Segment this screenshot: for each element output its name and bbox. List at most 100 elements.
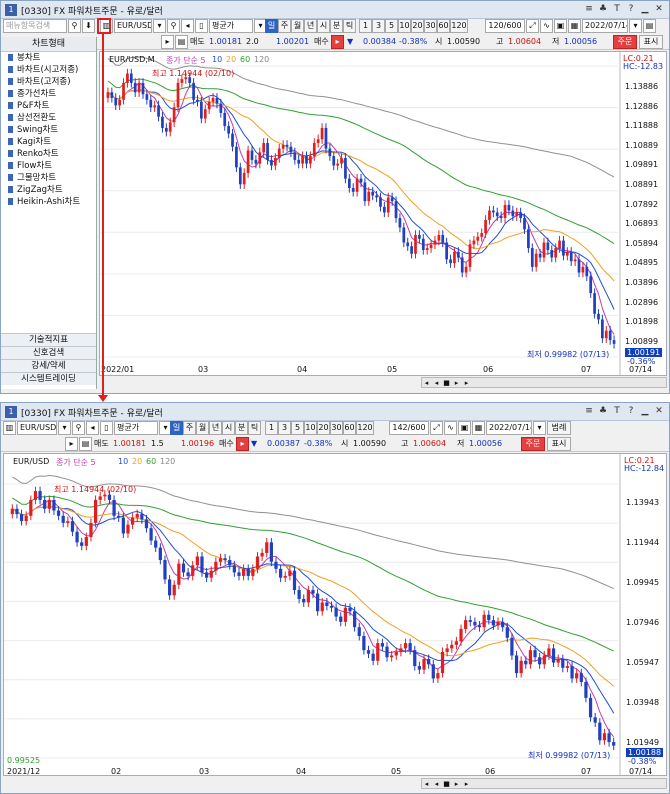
sidebar-item[interactable]: 그물망차트 — [1, 172, 96, 184]
expand-icon[interactable]: ▸ — [161, 35, 174, 49]
sidebar-item[interactable]: 봉차트 — [1, 52, 96, 64]
stop-icon[interactable]: ■ — [443, 379, 450, 387]
buy-order-icon[interactable]: ▸ — [331, 35, 344, 49]
close-icon[interactable]: ✕ — [655, 406, 663, 416]
chart-type-icon[interactable]: ▥ — [3, 421, 16, 435]
save-icon[interactable]: ▣ — [458, 421, 471, 435]
sidebar-item[interactable]: 삼선전환도 — [1, 112, 96, 124]
minimize-icon[interactable]: ▁ — [641, 406, 649, 416]
sidebar-item[interactable]: Swing차트 — [1, 124, 96, 136]
period-week-button[interactable]: 주 — [183, 421, 196, 435]
line-tool-icon[interactable]: ∿ — [444, 421, 457, 435]
interval-20-button[interactable]: 20 — [411, 19, 424, 33]
search-icon[interactable]: ⚲ — [68, 19, 81, 33]
period-week-button[interactable]: 주 — [278, 19, 291, 33]
next-icon[interactable]: ▸ — [464, 379, 469, 387]
list-icon[interactable]: ▤ — [79, 437, 92, 451]
line-tool-icon[interactable]: ∿ — [540, 19, 553, 33]
interval-10-button[interactable]: 10 — [398, 19, 411, 33]
period-minute-button[interactable]: 분 — [330, 19, 343, 33]
interval-1-button[interactable]: 1 — [265, 421, 278, 435]
prev-icon[interactable]: ◂ — [424, 379, 429, 387]
date-field[interactable]: 2022/07/14 — [486, 421, 532, 435]
data-count-field[interactable]: 142/600 — [389, 421, 429, 435]
technical-indicator-button[interactable]: 기술적지표 — [1, 333, 96, 346]
zoom-icon[interactable]: ⤢ — [430, 421, 443, 435]
symbol-select[interactable]: EUR/USD.M — [114, 19, 152, 33]
expand-icon[interactable]: ▸ — [65, 437, 78, 451]
search-symbol-icon[interactable]: ⚲ — [72, 421, 85, 435]
speaker-icon[interactable]: ◂ — [181, 19, 194, 33]
display-button[interactable]: 표시 — [639, 35, 663, 49]
interval-60-button[interactable]: 60 — [437, 19, 450, 33]
order-button[interactable]: 주문 — [521, 437, 545, 451]
order-button[interactable]: 주문 — [613, 35, 637, 49]
search-symbol-icon[interactable]: ⚲ — [167, 19, 180, 33]
sidebar-item[interactable]: Kagi차트 — [1, 136, 96, 148]
buy-order-icon[interactable]: ▸ — [236, 437, 249, 451]
period-hour-button[interactable]: 시 — [317, 19, 330, 33]
sidebar-item[interactable]: 바차트(고저종) — [1, 76, 96, 88]
sidebar-item[interactable]: ZigZag차트 — [1, 184, 96, 196]
interval-10-button[interactable]: 10 — [304, 421, 317, 435]
save-icon[interactable]: ▣ — [554, 19, 567, 33]
period-day-button[interactable]: 일 — [265, 19, 278, 33]
interval-120-button[interactable]: 120 — [356, 421, 374, 435]
display-button[interactable]: 표시 — [547, 437, 571, 451]
date-field[interactable]: 2022/07/14 — [582, 19, 628, 33]
price-type-select[interactable]: 평균가 — [114, 421, 158, 435]
sidebar-item[interactable]: 바차트(시고저종) — [1, 64, 96, 76]
arrow-down-icon[interactable]: ⬇ — [82, 19, 95, 33]
minimize-icon[interactable]: ▁ — [641, 4, 649, 14]
next-icon[interactable]: ▸ — [464, 780, 469, 788]
interval-5-button[interactable]: 5 — [291, 421, 304, 435]
period-hour-button[interactable]: 시 — [222, 421, 235, 435]
price-type-select[interactable]: 평균가 — [209, 19, 253, 33]
settings-icon[interactable]: ▤ — [643, 19, 656, 33]
help-icon[interactable]: ? — [628, 4, 634, 14]
strength-button[interactable]: 강세/약세 — [1, 359, 96, 372]
interval-120-button[interactable]: 120 — [450, 19, 468, 33]
period-month-button[interactable]: 월 — [291, 19, 304, 33]
back-icon[interactable]: ◂ — [434, 780, 439, 788]
interval-3-button[interactable]: 3 — [372, 19, 385, 33]
period-year-button[interactable]: 년 — [209, 421, 222, 435]
font-icon[interactable]: T — [614, 406, 620, 416]
lock-icon[interactable]: ▯ — [195, 19, 208, 33]
system-trading-button[interactable]: 시스템트레이딩 — [1, 372, 96, 385]
menu-search-input[interactable]: 매뉴항목검색 — [3, 19, 67, 33]
calendar-icon[interactable]: ▦ — [472, 421, 485, 435]
play-icon[interactable]: ▸ — [454, 379, 459, 387]
menu-icon[interactable]: ≡ — [585, 4, 593, 14]
chart-scroll-controls-1[interactable]: ◂ ◂ ■ ▸ ▸ — [421, 377, 667, 388]
signal-search-button[interactable]: 신호검색 — [1, 346, 96, 359]
legend-button[interactable]: 범례 — [547, 421, 571, 435]
symbol-dropdown-icon[interactable]: ▾ — [58, 421, 71, 435]
symbol-select[interactable]: EUR/USD.M — [17, 421, 57, 435]
period-month-button[interactable]: 월 — [196, 421, 209, 435]
period-minute-button[interactable]: 분 — [235, 421, 248, 435]
list-icon[interactable]: ▤ — [175, 35, 188, 49]
calendar-icon[interactable]: ▦ — [568, 19, 581, 33]
price-chart-2[interactable]: EUR/USD 종가 단순 5 10 20 60 120 최고 1.14944 … — [3, 453, 667, 776]
interval-5-button[interactable]: 5 — [385, 19, 398, 33]
sidebar-item[interactable]: Heikin-Ashi차트 — [1, 196, 96, 208]
chart-canvas-1[interactable] — [100, 52, 666, 375]
speaker-icon[interactable]: ◂ — [86, 421, 99, 435]
period-tick-button[interactable]: 틱 — [248, 421, 261, 435]
sidebar-item[interactable]: Renko차트 — [1, 148, 96, 160]
interval-60-button[interactable]: 60 — [343, 421, 356, 435]
play-icon[interactable]: ▸ — [454, 780, 459, 788]
lock-icon[interactable]: ▯ — [100, 421, 113, 435]
symbol-dropdown-icon[interactable]: ▾ — [153, 19, 166, 33]
data-count-field[interactable]: 120/600 — [485, 19, 525, 33]
stop-icon[interactable]: ■ — [443, 780, 450, 788]
date-dropdown-icon[interactable]: ▾ — [629, 19, 642, 33]
period-day-button[interactable]: 일 — [170, 421, 183, 435]
price-chart-1[interactable]: EUR/USD,M 종가 단순 5 10 20 60 120 최고 1.1494… — [99, 51, 667, 376]
chart-scroll-controls-2[interactable]: ◂ ◂ ■ ▸ ▸ — [421, 778, 667, 789]
interval-30-button[interactable]: 30 — [330, 421, 343, 435]
prev-icon[interactable]: ◂ — [424, 780, 429, 788]
zoom-icon[interactable]: ⤢ — [526, 19, 539, 33]
interval-20-button[interactable]: 20 — [317, 421, 330, 435]
